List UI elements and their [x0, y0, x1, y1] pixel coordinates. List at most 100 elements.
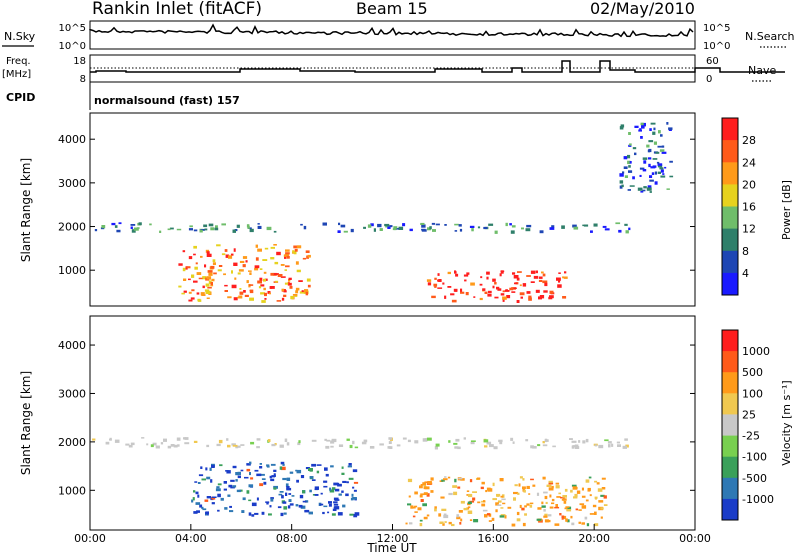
heatmap-cell — [513, 497, 516, 501]
heatmap-cell — [270, 497, 274, 500]
heatmap-cell — [443, 514, 449, 519]
velocity-yaxis: 1000 2000 3000 4000 — [58, 339, 695, 497]
heatmap-cell — [541, 271, 544, 274]
heatmap-cell — [604, 228, 610, 231]
heatmap-cell — [642, 169, 647, 172]
heatmap-cell — [430, 477, 434, 481]
heatmap-cell — [426, 493, 430, 497]
heatmap-cell — [214, 227, 219, 231]
heatmap-cell — [388, 437, 393, 440]
heatmap-cell — [266, 464, 270, 467]
heatmap-cell — [259, 473, 265, 476]
heatmap-cell — [516, 300, 520, 303]
heatmap-cell — [191, 289, 195, 292]
heatmap-cell — [411, 506, 416, 509]
heatmap-cell — [332, 508, 337, 511]
heatmap-cell — [281, 297, 285, 301]
heatmap-cell — [448, 440, 451, 443]
heatmap-cell — [544, 495, 548, 500]
heatmap-cell — [188, 256, 193, 260]
heatmap-cell — [566, 509, 572, 512]
heatmap-cell — [392, 228, 396, 231]
heatmap-cell — [398, 226, 404, 230]
heatmap-cell — [264, 247, 269, 250]
heatmap-cell — [627, 189, 631, 191]
heatmap-cell — [228, 255, 233, 259]
heatmap-cell — [535, 270, 538, 274]
heatmap-cell — [347, 465, 352, 468]
heatmap-cell — [324, 467, 328, 471]
heatmap-cell — [511, 523, 516, 527]
heatmap-cell — [448, 492, 453, 496]
heatmap-cell — [208, 223, 214, 227]
heatmap-cell — [288, 493, 292, 495]
heatmap-cell — [417, 507, 422, 511]
heatmap-cell — [639, 167, 645, 170]
heatmap-cell — [257, 248, 262, 252]
heatmap-cell — [370, 446, 375, 449]
heatmap-cell — [338, 444, 344, 447]
heatmap-cell — [178, 285, 182, 288]
heatmap-cell — [323, 480, 328, 483]
heatmap-cell — [287, 282, 292, 286]
colorbar-tick: 100 — [742, 387, 763, 400]
heatmap-cell — [295, 469, 298, 472]
heatmap-cell — [453, 491, 458, 496]
heatmap-cell — [275, 280, 278, 283]
heatmap-cell — [199, 229, 203, 233]
heatmap-cell — [329, 487, 332, 491]
heatmap-cell — [243, 290, 246, 293]
heatmap-cell — [572, 224, 577, 228]
heatmap-cell — [264, 298, 267, 300]
colorbar-segment — [722, 435, 738, 458]
heatmap-cell — [500, 270, 505, 273]
heatmap-cell — [208, 272, 213, 276]
heatmap-cell — [499, 478, 504, 482]
heatmap-cell — [238, 269, 244, 272]
heatmap-cell — [421, 224, 426, 228]
heatmap-cell — [662, 173, 665, 175]
heatmap-cell — [549, 295, 554, 299]
heatmap-cell — [657, 163, 663, 166]
heatmap-cell — [617, 444, 621, 447]
heatmap-cell — [193, 440, 198, 443]
heatmap-cell — [669, 175, 674, 178]
heatmap-cell — [256, 438, 261, 441]
heatmap-cell — [510, 230, 515, 234]
heatmap-cell — [464, 279, 467, 282]
heatmap-cell — [666, 122, 669, 125]
heatmap-cell — [652, 158, 658, 160]
heatmap-cell — [544, 439, 549, 442]
heatmap-cell — [571, 440, 577, 443]
heatmap-cell — [206, 297, 210, 299]
heatmap-cell — [309, 476, 314, 479]
heatmap-cell — [307, 254, 311, 258]
time-xlabel: Time UT — [366, 541, 417, 554]
ytick-label: 1000 — [58, 484, 86, 497]
heatmap-cell — [594, 480, 598, 483]
heatmap-cell — [655, 151, 660, 154]
heatmap-cell — [305, 291, 309, 296]
heatmap-cell — [657, 171, 661, 174]
heatmap-cell — [582, 224, 585, 227]
heatmap-cell — [444, 224, 447, 226]
colorbar-tick: -1000 — [742, 493, 774, 506]
heatmap-cell — [311, 463, 316, 467]
heatmap-cell — [519, 504, 522, 509]
heatmap-cell — [254, 469, 259, 472]
heatmap-cell — [231, 284, 237, 289]
heatmap-cell — [240, 469, 244, 472]
heatmap-cell — [260, 292, 265, 295]
heatmap-cell — [233, 248, 236, 252]
heatmap-cell — [509, 287, 514, 291]
heatmap-cell — [94, 229, 98, 232]
velocity-colorbar: 1000 500 100 25 -25 -100 -500 -1000 — [721, 329, 774, 521]
heatmap-cell — [343, 230, 348, 233]
heatmap-cell — [528, 493, 531, 495]
xtick-label: 00:00 — [74, 532, 106, 545]
colorbar-segment — [722, 228, 738, 252]
heatmap-cell — [276, 251, 281, 256]
heatmap-cell — [594, 496, 598, 499]
heatmap-cell — [231, 443, 236, 446]
heatmap-cell — [500, 514, 506, 516]
